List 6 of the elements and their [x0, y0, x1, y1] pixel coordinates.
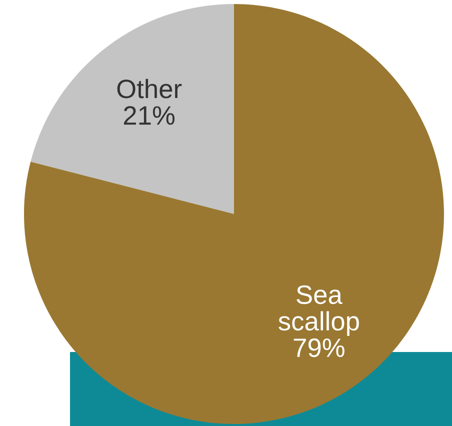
data-label: 21% [124, 106, 175, 125]
slice-label: Other [117, 78, 182, 98]
pie-slice [30, 4, 234, 214]
data-label: 79% [294, 338, 344, 358]
slice-label: Sea scallop [278, 285, 359, 336]
pie-slice [24, 4, 444, 424]
